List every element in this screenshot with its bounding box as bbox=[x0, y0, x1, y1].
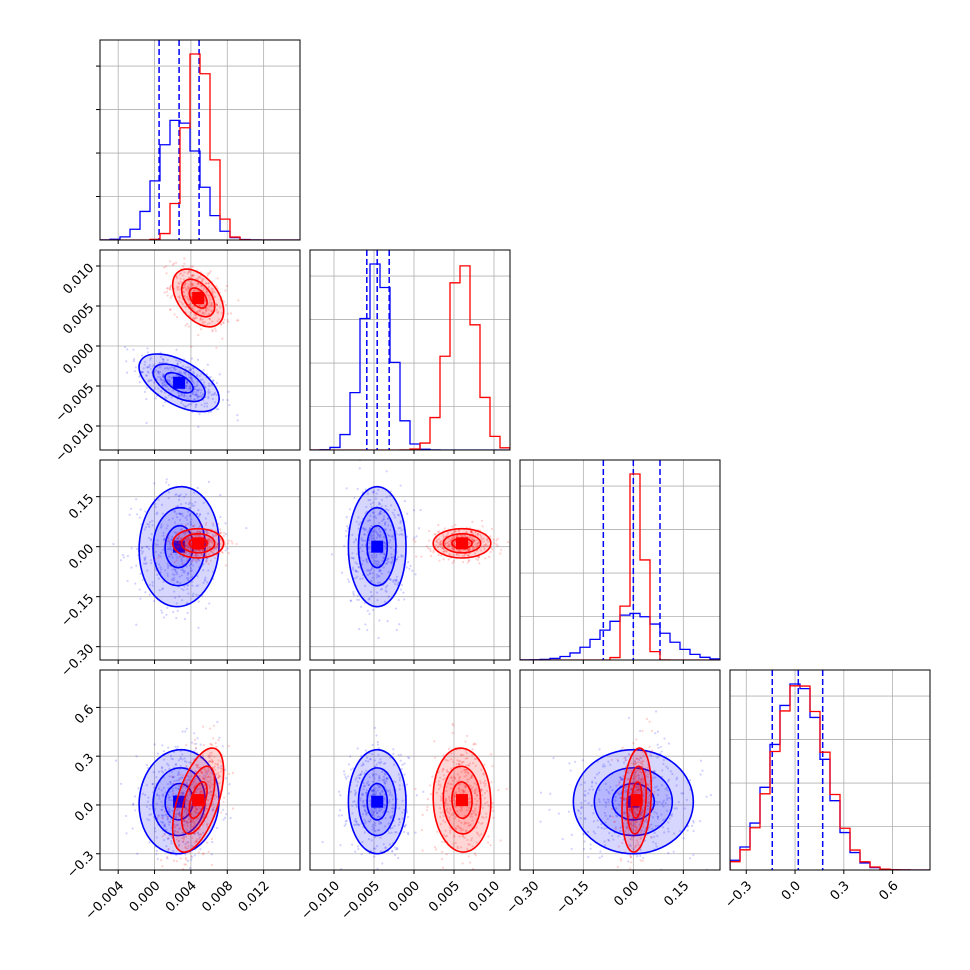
density-peak-blue bbox=[371, 540, 384, 553]
histogram-red bbox=[100, 53, 300, 240]
x-tick-label: 0.15 bbox=[661, 878, 692, 909]
x-tick-label: −0.3 bbox=[722, 878, 755, 911]
density-peak-blue bbox=[173, 376, 186, 389]
panel-frame bbox=[309, 459, 511, 661]
density-peak-red bbox=[630, 794, 643, 807]
histogram-panel-1 bbox=[309, 249, 511, 454]
density-peak-blue bbox=[371, 795, 384, 808]
scatter-panel-2-1 bbox=[309, 459, 511, 664]
y-tick-label: −0.30 bbox=[59, 641, 98, 680]
histogram-panel-3 bbox=[729, 669, 931, 874]
scatter-panel-1-0 bbox=[96, 249, 301, 454]
density-peak-red bbox=[456, 794, 468, 807]
x-tick-label: −0.010 bbox=[298, 878, 343, 923]
x-tick-label: 0.6 bbox=[876, 878, 901, 903]
x-tick-label: −0.30 bbox=[504, 878, 543, 917]
density-peak-red bbox=[192, 794, 205, 807]
y-tick-label: 0.005 bbox=[60, 301, 97, 338]
panel-frame bbox=[729, 669, 931, 871]
panel-frame bbox=[519, 669, 721, 871]
histogram-blue bbox=[100, 119, 300, 240]
x-tick-label: 0.012 bbox=[236, 878, 273, 915]
y-tick-label: 0.0 bbox=[72, 800, 97, 825]
scatter-panel-3-2 bbox=[519, 669, 721, 874]
x-tick-label: −0.15 bbox=[554, 878, 593, 917]
x-tick-label: 0.000 bbox=[127, 878, 164, 915]
y-tick-label: 0.000 bbox=[60, 341, 97, 378]
density-peak-red bbox=[192, 537, 205, 550]
x-tick-label: 0.3 bbox=[828, 878, 853, 903]
histogram-red bbox=[310, 265, 510, 450]
x-tick-label: 0.005 bbox=[426, 878, 463, 915]
histogram-red bbox=[520, 473, 720, 660]
x-tick-label: −0.005 bbox=[338, 878, 383, 923]
y-tick-label: 0.3 bbox=[72, 751, 97, 776]
x-tick-label: 0.000 bbox=[386, 878, 423, 915]
scatter-panel-2-0 bbox=[96, 459, 301, 664]
panel-frame bbox=[519, 459, 721, 661]
y-tick-label: 0.00 bbox=[66, 541, 97, 572]
histogram-panel-0 bbox=[96, 39, 301, 244]
y-tick-label: 0.15 bbox=[66, 491, 97, 522]
x-tick-label: 0.00 bbox=[611, 878, 642, 909]
y-tick-label: −0.15 bbox=[59, 591, 98, 630]
panel-frame bbox=[309, 669, 511, 871]
x-tick-label: −0.004 bbox=[83, 878, 128, 923]
panel-frame bbox=[99, 459, 301, 661]
panel-frame bbox=[99, 249, 301, 451]
histogram-blue bbox=[310, 263, 510, 450]
x-tick-label: 0.0 bbox=[779, 878, 804, 903]
histogram-panel-2 bbox=[519, 459, 721, 664]
y-tick-label: 0.6 bbox=[72, 702, 97, 727]
histogram-red bbox=[730, 685, 930, 870]
x-tick-label: 0.004 bbox=[163, 878, 200, 915]
density-peak-red bbox=[456, 537, 468, 550]
panel-frame bbox=[99, 39, 301, 241]
x-tick-label: 0.010 bbox=[466, 878, 503, 915]
x-tick-label: 0.008 bbox=[199, 878, 236, 915]
y-tick-label: −0.3 bbox=[64, 848, 97, 881]
panel-frame bbox=[309, 249, 511, 451]
panel-frame bbox=[99, 669, 301, 871]
y-tick-label: −0.010 bbox=[53, 421, 98, 466]
y-tick-label: −0.005 bbox=[53, 381, 98, 426]
scatter-panel-3-0 bbox=[96, 669, 301, 874]
density-peak-red bbox=[192, 292, 205, 304]
scatter-panel-3-1 bbox=[309, 669, 511, 874]
y-tick-label: 0.010 bbox=[60, 261, 97, 298]
